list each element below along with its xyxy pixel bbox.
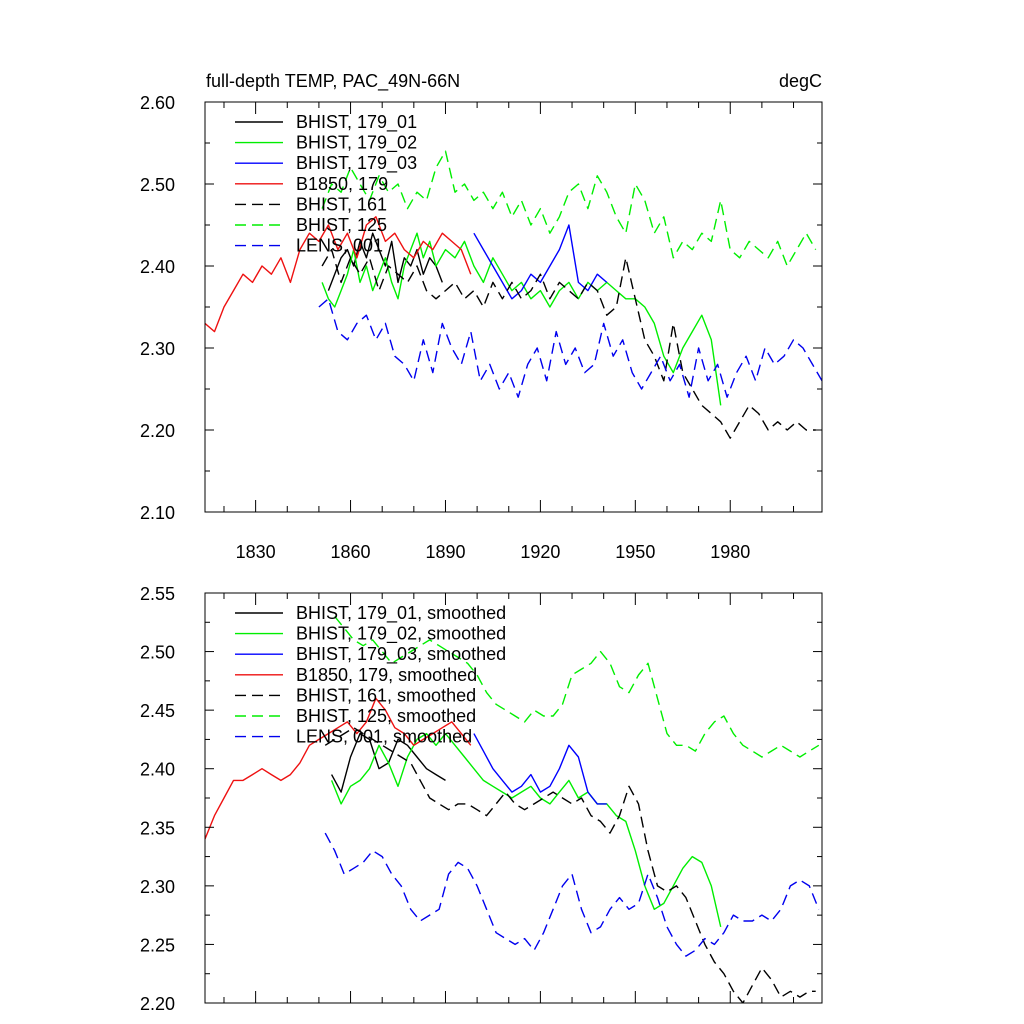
panel2-legend-label: B1850, 179, smoothed (296, 665, 477, 685)
panel2-ytick-label: 2.30 (140, 877, 175, 897)
panel2-legend-label: BHIST, 125, smoothed (296, 706, 476, 726)
top-panel-time-series: 2.10 2.20 2.30 2.40 2.50 2.60 1830 1860 1890 1920… (140, 93, 823, 562)
panel1-ytick-label: 2.20 (140, 421, 175, 441)
panel1-ytick-label: 2.40 (140, 257, 175, 277)
panel2-ytick-label: 2.40 (140, 760, 175, 780)
panel2-series-bhist-179-03-smoothed (473, 733, 607, 805)
panel1-ytick-label: 2.30 (140, 339, 175, 359)
panel1-series-bhist-179-03 (473, 224, 608, 300)
panel2-legend-label: BHIST, 179_02, smoothed (296, 624, 506, 645)
title-left: full-depth TEMP, PAC_49N-66N (206, 71, 460, 92)
panel1-xtick-label: 1950 (615, 542, 655, 562)
panel1-legend-label: BHIST, 179_01 (296, 112, 417, 133)
panel1-legend-label: LENS, 001 (296, 236, 383, 256)
panel1-xtick-label: 1830 (236, 542, 276, 562)
panel1-series-bhist-125 (321, 150, 817, 267)
panel1-legend-label: BHIST, 179_03 (296, 153, 417, 174)
panel1-legend-label: BHIST, 161 (296, 194, 387, 214)
bottom-panel-smoothed-time-series: 2.20 2.25 2.30 2.35 2.40 2.45 2.50 2.55 BHIST, 1… (140, 584, 823, 1014)
panel2-ytick-label: 2.20 (140, 994, 175, 1014)
panel2-ytick-label: 2.35 (140, 818, 175, 838)
panel1-series-b1850-179 (205, 216, 472, 333)
panel2-legend-label: BHIST, 161, smoothed (296, 685, 476, 705)
panel1-xtick-label: 1980 (710, 542, 750, 562)
panel1-legend-label: BHIST, 179_02 (296, 133, 417, 154)
panel2-series-lens-001-smoothed (324, 832, 820, 957)
panel1-legend-label: BHIST, 125 (296, 215, 387, 235)
panel2-legend-label: LENS, 001, smoothed (296, 727, 472, 747)
panel1-series-bhist-179-02 (321, 232, 722, 406)
panel2-series-bhist-125-smoothed (334, 615, 820, 758)
panel1-xtick-label: 1860 (331, 542, 371, 562)
panel1-legend-label: B1850, 179 (296, 174, 388, 194)
panel1-series-bhist-179-01 (327, 232, 443, 291)
panel1-series-lens-001 (318, 298, 822, 398)
panel2-series-bhist-161-smoothed (324, 727, 816, 1003)
title-right-units: degC (779, 71, 822, 91)
panel2-ytick-label: 2.25 (140, 935, 175, 955)
panel1-xtick-label: 1920 (520, 542, 560, 562)
panel1-series-bhist-161 (321, 248, 816, 439)
panel1-ytick-label: 2.60 (140, 93, 175, 113)
panel1-ytick-label: 2.10 (140, 503, 175, 523)
panel2-legend-label: BHIST, 179_01, smoothed (296, 603, 506, 624)
panel1-xtick-label: 1890 (425, 542, 465, 562)
panel2-ytick-label: 2.50 (140, 643, 175, 663)
panel2-series-bhist-179-02-smoothed (330, 732, 722, 928)
panel1-ytick-label: 2.50 (140, 175, 175, 195)
panel2-legend-label: BHIST, 179_03, smoothed (296, 644, 506, 665)
panel2-series-b1850-179-smoothed (205, 697, 472, 840)
panel2-ytick-label: 2.45 (140, 701, 175, 721)
panel2-ytick-label: 2.55 (140, 584, 175, 604)
